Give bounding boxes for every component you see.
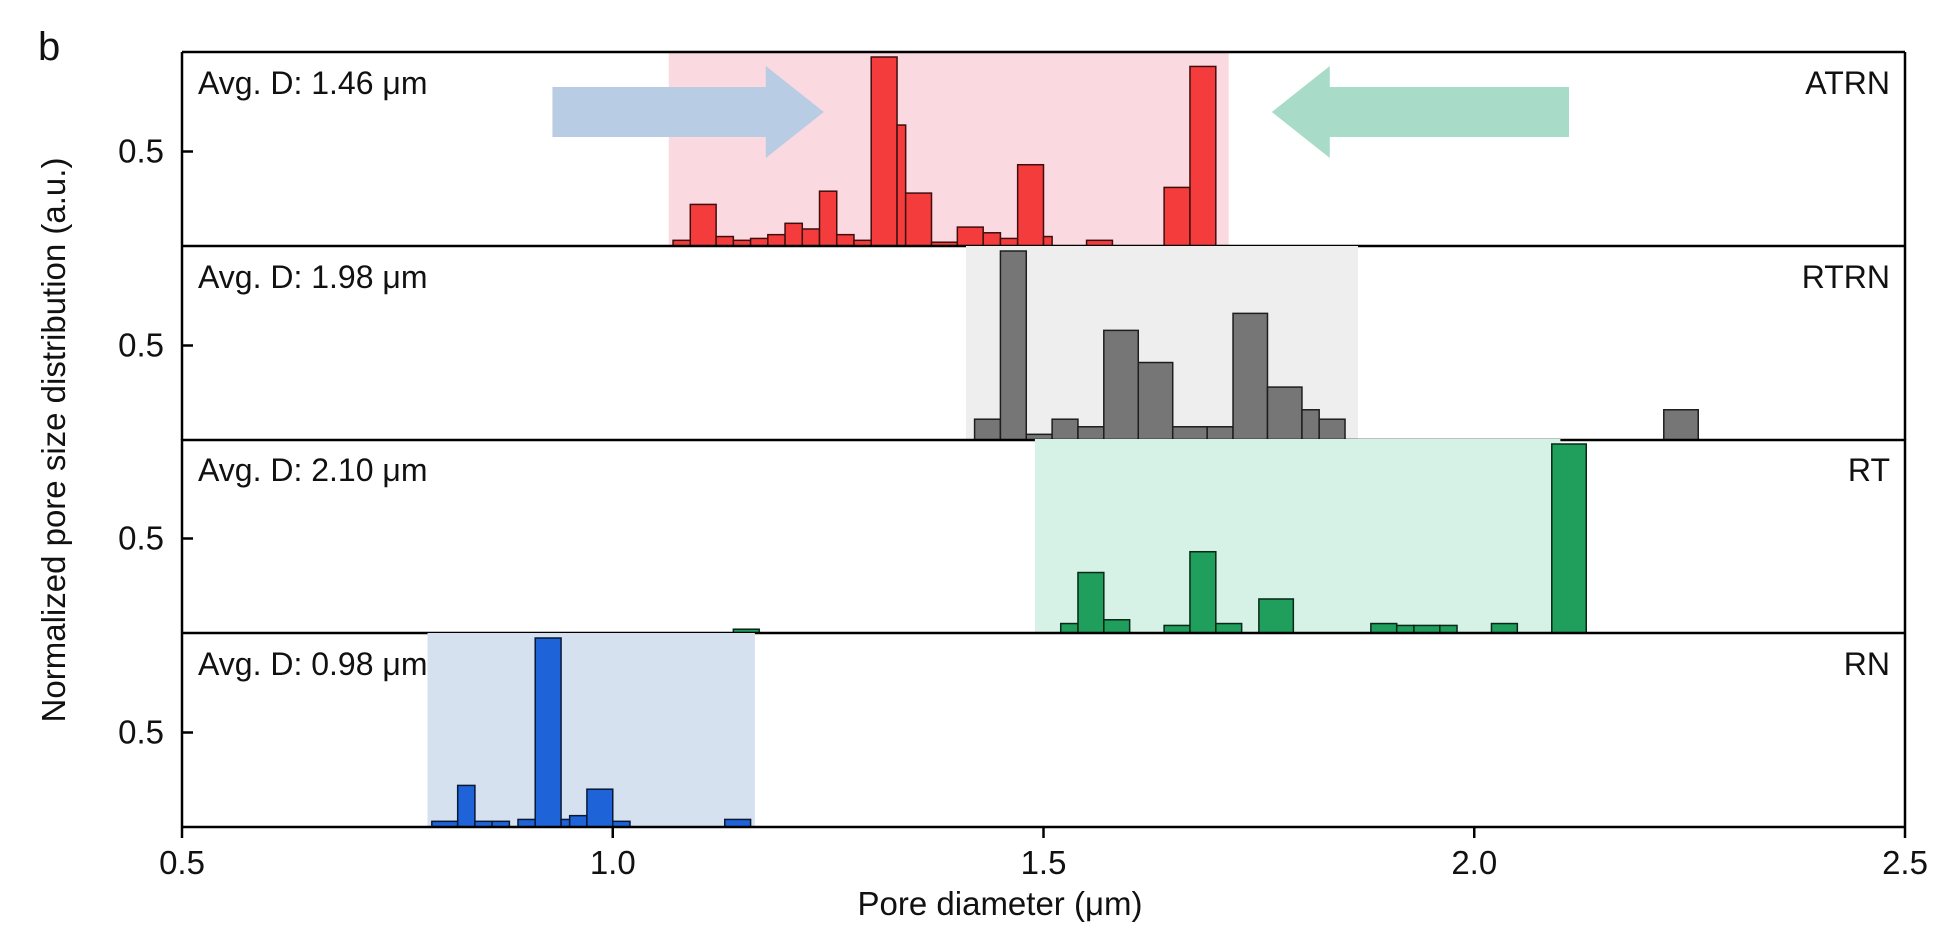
right-arrow-atrn	[552, 66, 824, 158]
bar-rtrn-11	[1232, 312, 1269, 441]
x-tick-label-4: 2.0	[1451, 844, 1497, 881]
bar-rtrn-6	[1103, 329, 1140, 441]
bar-rtrn-13	[1301, 409, 1320, 441]
highlight-band-rt	[1034, 439, 1561, 633]
bar-rtrn-15	[1663, 409, 1699, 441]
x-tick-label-2: 1.0	[590, 844, 636, 881]
y-axis-title: Normalized pore size distribution (a.u.)	[35, 158, 72, 723]
bar-atrn-9	[818, 190, 838, 247]
bar-rn-6	[534, 637, 562, 828]
bar-atrn-16	[956, 226, 984, 247]
panels-layer: 0.5 Avg. D: 1.46 μm ATRN 0.5 Avg. D: 1.98 μm…	[118, 50, 1907, 829]
bar-rt-8	[1370, 622, 1398, 634]
x-tick-label-5: 2.5	[1882, 844, 1928, 881]
bar-rt-3	[1103, 619, 1131, 634]
panel-name-rtrn: RTRN	[1802, 259, 1890, 295]
bar-atrn-8	[801, 228, 821, 247]
bar-rtrn-4	[1051, 418, 1079, 441]
panel-atrn: 0.5 Avg. D: 1.46 μm ATRN	[118, 50, 1907, 248]
bar-rtrn-2	[999, 250, 1028, 441]
bar-rn-8	[568, 814, 588, 828]
x-tick-label-3: 1.5	[1021, 844, 1067, 881]
bar-atrn-13	[896, 124, 907, 247]
avg-diameter-label-rtrn: Avg. D: 1.98 μm	[198, 259, 428, 295]
x-tick-label-1: 0.5	[159, 844, 205, 881]
bar-rtrn-1	[973, 418, 1002, 441]
avg-diameter-label-rn: Avg. D: 0.98 μm	[198, 646, 428, 682]
bar-atrn-10	[835, 233, 855, 247]
bar-rtrn-10	[1206, 426, 1234, 441]
bar-rt-2	[1077, 571, 1105, 634]
bar-rt-7	[1258, 598, 1295, 634]
bar-rtrn-5	[1077, 426, 1105, 441]
avg-diameter-label-rt: Avg. D: 2.10 μm	[198, 452, 428, 488]
bar-atrn-2	[689, 203, 717, 247]
bar-rtrn-9	[1171, 426, 1208, 441]
bar-rt-5	[1189, 550, 1217, 634]
highlight-band-atrn	[668, 52, 1229, 246]
bar-atrn-22	[1163, 186, 1191, 247]
bar-atrn-19	[1016, 163, 1045, 247]
bar-atrn-17	[982, 232, 1002, 247]
bar-atrn-3	[715, 235, 735, 247]
bar-atrn-6	[767, 233, 786, 247]
panel-rt: 0.5 Avg. D: 2.10 μm RT	[118, 439, 1907, 635]
bar-rt-1	[1059, 622, 1079, 634]
avg-diameter-label-atrn: Avg. D: 1.46 μm	[198, 65, 428, 101]
bar-atrn-7	[784, 222, 804, 247]
bar-rt-6	[1215, 622, 1243, 634]
y-tick-label-rt: 0.5	[118, 520, 164, 557]
x-axis-title: Pore diameter (μm)	[858, 885, 1143, 922]
panel-name-atrn: ATRN	[1805, 65, 1890, 101]
bar-atrn-23	[1189, 65, 1217, 247]
panel-name-rn: RN	[1844, 646, 1890, 682]
bar-rtrn-12	[1266, 386, 1303, 441]
bar-rtrn-8	[1137, 361, 1174, 441]
figure-panel-label: b	[38, 25, 60, 69]
bar-rt-13	[1551, 443, 1587, 634]
y-tick-label-atrn: 0.5	[118, 133, 164, 170]
bar-atrn-14	[904, 192, 933, 247]
y-tick-label-rtrn: 0.5	[118, 327, 164, 364]
bar-rtrn-14	[1318, 418, 1346, 441]
left-arrow-atrn	[1271, 66, 1570, 158]
bar-atrn-12	[870, 56, 898, 247]
y-tick-label-rn: 0.5	[118, 714, 164, 751]
panel-rn: 0.5 Avg. D: 0.98 μm RN	[118, 633, 1907, 829]
bar-rt-12	[1490, 622, 1519, 634]
x-axis: 0.5 1.0 1.5 2.0 2.5	[159, 827, 1928, 881]
panel-rtrn: 0.5 Avg. D: 1.98 μm RTRN	[118, 246, 1907, 442]
bar-atrn-20	[1042, 235, 1053, 247]
panel-name-rt: RT	[1848, 452, 1890, 488]
bar-rn-9	[586, 788, 614, 828]
bar-rn-2	[456, 784, 476, 828]
